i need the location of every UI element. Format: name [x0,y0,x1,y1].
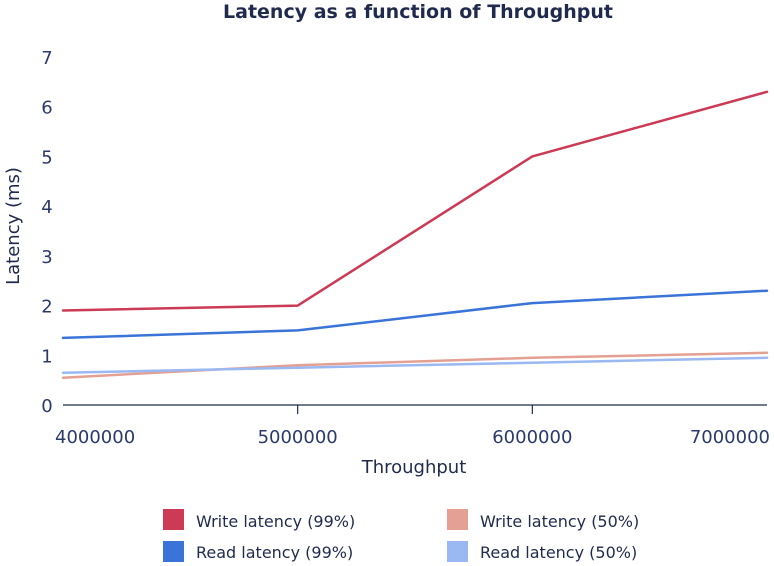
x-tick-label: 6000000 [492,427,572,448]
legend: Write latency (99%) Read latency (99%) Wri… [163,509,639,562]
legend-swatch [447,509,468,530]
legend-label: Read latency (50%) [480,543,637,562]
legend-swatch [447,541,468,562]
chart-title: Latency as a function of Throughput [223,1,613,23]
y-tick-label: 5 [41,147,52,168]
legend-label: Read latency (99%) [196,543,353,562]
x-axis-label: Throughput [361,457,467,478]
series-line-write-latency-99 [61,90,769,312]
y-axis-label: Latency (ms) [3,167,24,285]
y-axis-ticks: 0 1 2 3 4 5 6 7 [41,48,52,417]
series-line-read-latency-99 [61,289,769,340]
series-line-read-latency-50 [61,356,769,374]
x-tick-label: 7000000 [690,427,770,448]
y-tick-label: 3 [41,247,52,268]
x-tick-label: 5000000 [258,427,338,448]
y-tick-label: 6 [41,98,52,119]
y-tick-label: 7 [41,48,52,69]
x-tick-label: 4000000 [55,427,135,448]
y-tick-label: 1 [41,346,52,367]
series-lines [61,90,769,379]
legend-swatch [163,541,184,562]
x-axis-ticks: 4000000 5000000 6000000 7000000 [55,405,770,448]
legend-label: Write latency (99%) [196,512,355,531]
y-tick-label: 2 [41,297,52,318]
legend-label: Write latency (50%) [480,512,639,531]
y-tick-label: 0 [41,396,52,417]
legend-swatch [163,509,184,530]
y-tick-label: 4 [41,197,52,218]
